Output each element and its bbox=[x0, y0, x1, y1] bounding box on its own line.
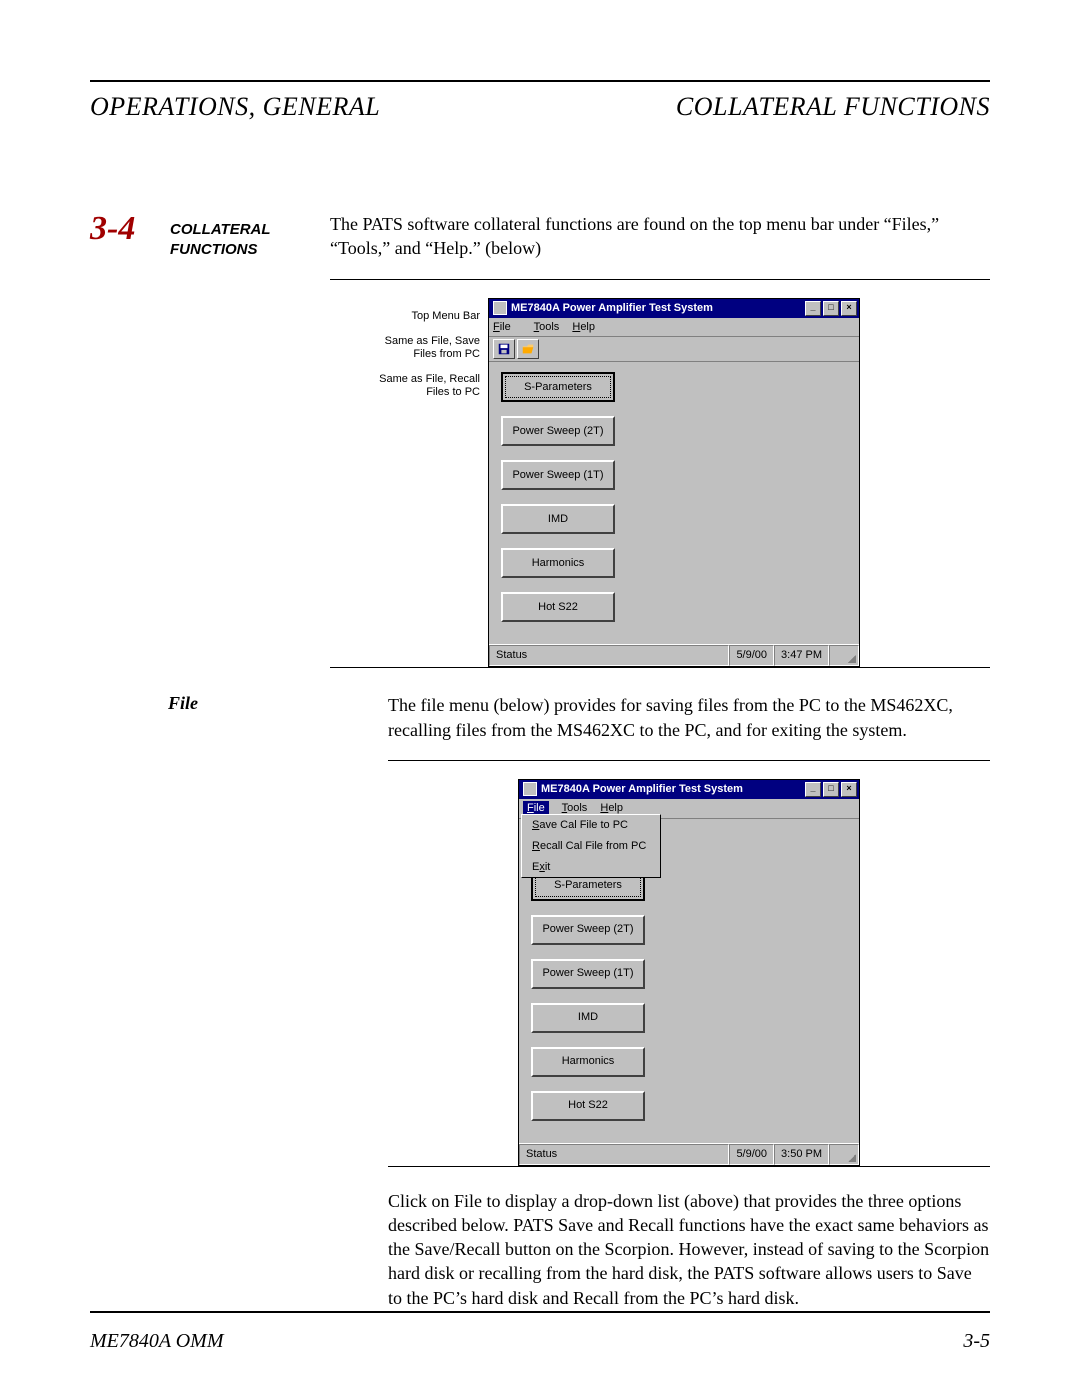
titlebar[interactable]: ME7840A Power Amplifier Test System _ □ … bbox=[489, 299, 859, 318]
power-sweep-1t-button[interactable]: Power Sweep (1T) bbox=[501, 460, 615, 490]
harmonics-button[interactable]: Harmonics bbox=[531, 1047, 645, 1077]
menu-tools[interactable]: Tools bbox=[534, 321, 560, 333]
app-window-1: ME7840A Power Amplifier Test System _ □ … bbox=[488, 298, 860, 668]
menu-bar[interactable]: File Tools Help bbox=[489, 318, 859, 338]
window-title: ME7840A Power Amplifier Test System bbox=[511, 301, 713, 316]
resize-grip-icon[interactable] bbox=[829, 1144, 859, 1165]
menu-item-recall-cal[interactable]: Recall Cal File from PC bbox=[522, 836, 660, 857]
app-icon bbox=[493, 301, 507, 315]
hot-s22-button[interactable]: Hot S22 bbox=[531, 1091, 645, 1121]
app-icon bbox=[523, 782, 537, 796]
menu-help[interactable]: Help bbox=[572, 321, 595, 333]
toolbar bbox=[489, 337, 859, 362]
callout-column: Top Menu Bar Same as File, Save Files fr… bbox=[330, 298, 488, 668]
minimize-icon[interactable]: _ bbox=[805, 301, 821, 316]
file-para-1: The file menu (below) provides for savin… bbox=[388, 693, 990, 742]
footer-left: ME7840A OMM bbox=[90, 1330, 224, 1353]
imd-button[interactable]: IMD bbox=[501, 504, 615, 534]
hot-s22-button[interactable]: Hot S22 bbox=[501, 592, 615, 622]
file-dropdown[interactable]: Save Cal File to PC Recall Cal File from… bbox=[521, 814, 661, 879]
close-icon[interactable]: × bbox=[841, 782, 857, 797]
status-bar: Status 5/9/00 3:50 PM bbox=[519, 1143, 859, 1165]
callout-top-menu: Top Menu Bar bbox=[330, 310, 480, 323]
window-title: ME7840A Power Amplifier Test System bbox=[541, 782, 743, 797]
status-date: 5/9/00 bbox=[729, 1144, 774, 1165]
section-number: 3-4 bbox=[90, 212, 150, 246]
status-label: Status bbox=[489, 645, 729, 666]
status-bar: Status 5/9/00 3:47 PM bbox=[489, 644, 859, 666]
maximize-icon[interactable]: □ bbox=[823, 782, 839, 797]
menu-help[interactable]: Help bbox=[600, 802, 623, 814]
power-sweep-2t-button[interactable]: Power Sweep (2T) bbox=[501, 416, 615, 446]
maximize-icon[interactable]: □ bbox=[823, 301, 839, 316]
s-parameters-button[interactable]: S-Parameters bbox=[501, 372, 615, 402]
status-date: 5/9/00 bbox=[729, 645, 774, 666]
status-time: 3:50 PM bbox=[774, 1144, 829, 1165]
status-time: 3:47 PM bbox=[774, 645, 829, 666]
status-label: Status bbox=[519, 1144, 729, 1165]
menu-item-exit[interactable]: Exit bbox=[522, 857, 660, 878]
section-title: COLLATERAL FUNCTIONS bbox=[170, 212, 310, 259]
file-para-2: Click on File to display a drop-down lis… bbox=[388, 1189, 990, 1310]
menu-file[interactable]: File bbox=[523, 801, 549, 815]
imd-button[interactable]: IMD bbox=[531, 1003, 645, 1033]
header-right: COLLATERAL FUNCTIONS bbox=[676, 92, 990, 122]
power-sweep-1t-button[interactable]: Power Sweep (1T) bbox=[531, 959, 645, 989]
app-window-2: ME7840A Power Amplifier Test System _ □ … bbox=[518, 779, 860, 1166]
section-intro: The PATS software collateral functions a… bbox=[330, 212, 990, 261]
power-sweep-2t-button[interactable]: Power Sweep (2T) bbox=[531, 915, 645, 945]
save-icon[interactable] bbox=[493, 339, 515, 359]
resize-grip-icon[interactable] bbox=[829, 645, 859, 666]
menu-tools[interactable]: Tools bbox=[562, 802, 588, 814]
minimize-icon[interactable]: _ bbox=[805, 782, 821, 797]
titlebar[interactable]: ME7840A Power Amplifier Test System _ □ … bbox=[519, 780, 859, 799]
file-subheading: File bbox=[90, 693, 388, 1310]
menu-file[interactable]: File bbox=[493, 321, 521, 333]
header-left: OPERATIONS, GENERAL bbox=[90, 92, 380, 122]
footer-right: 3-5 bbox=[963, 1330, 990, 1353]
harmonics-button[interactable]: Harmonics bbox=[501, 548, 615, 578]
menu-item-save-cal[interactable]: Save Cal File to PC bbox=[522, 815, 660, 836]
open-icon[interactable] bbox=[517, 339, 539, 359]
close-icon[interactable]: × bbox=[841, 301, 857, 316]
